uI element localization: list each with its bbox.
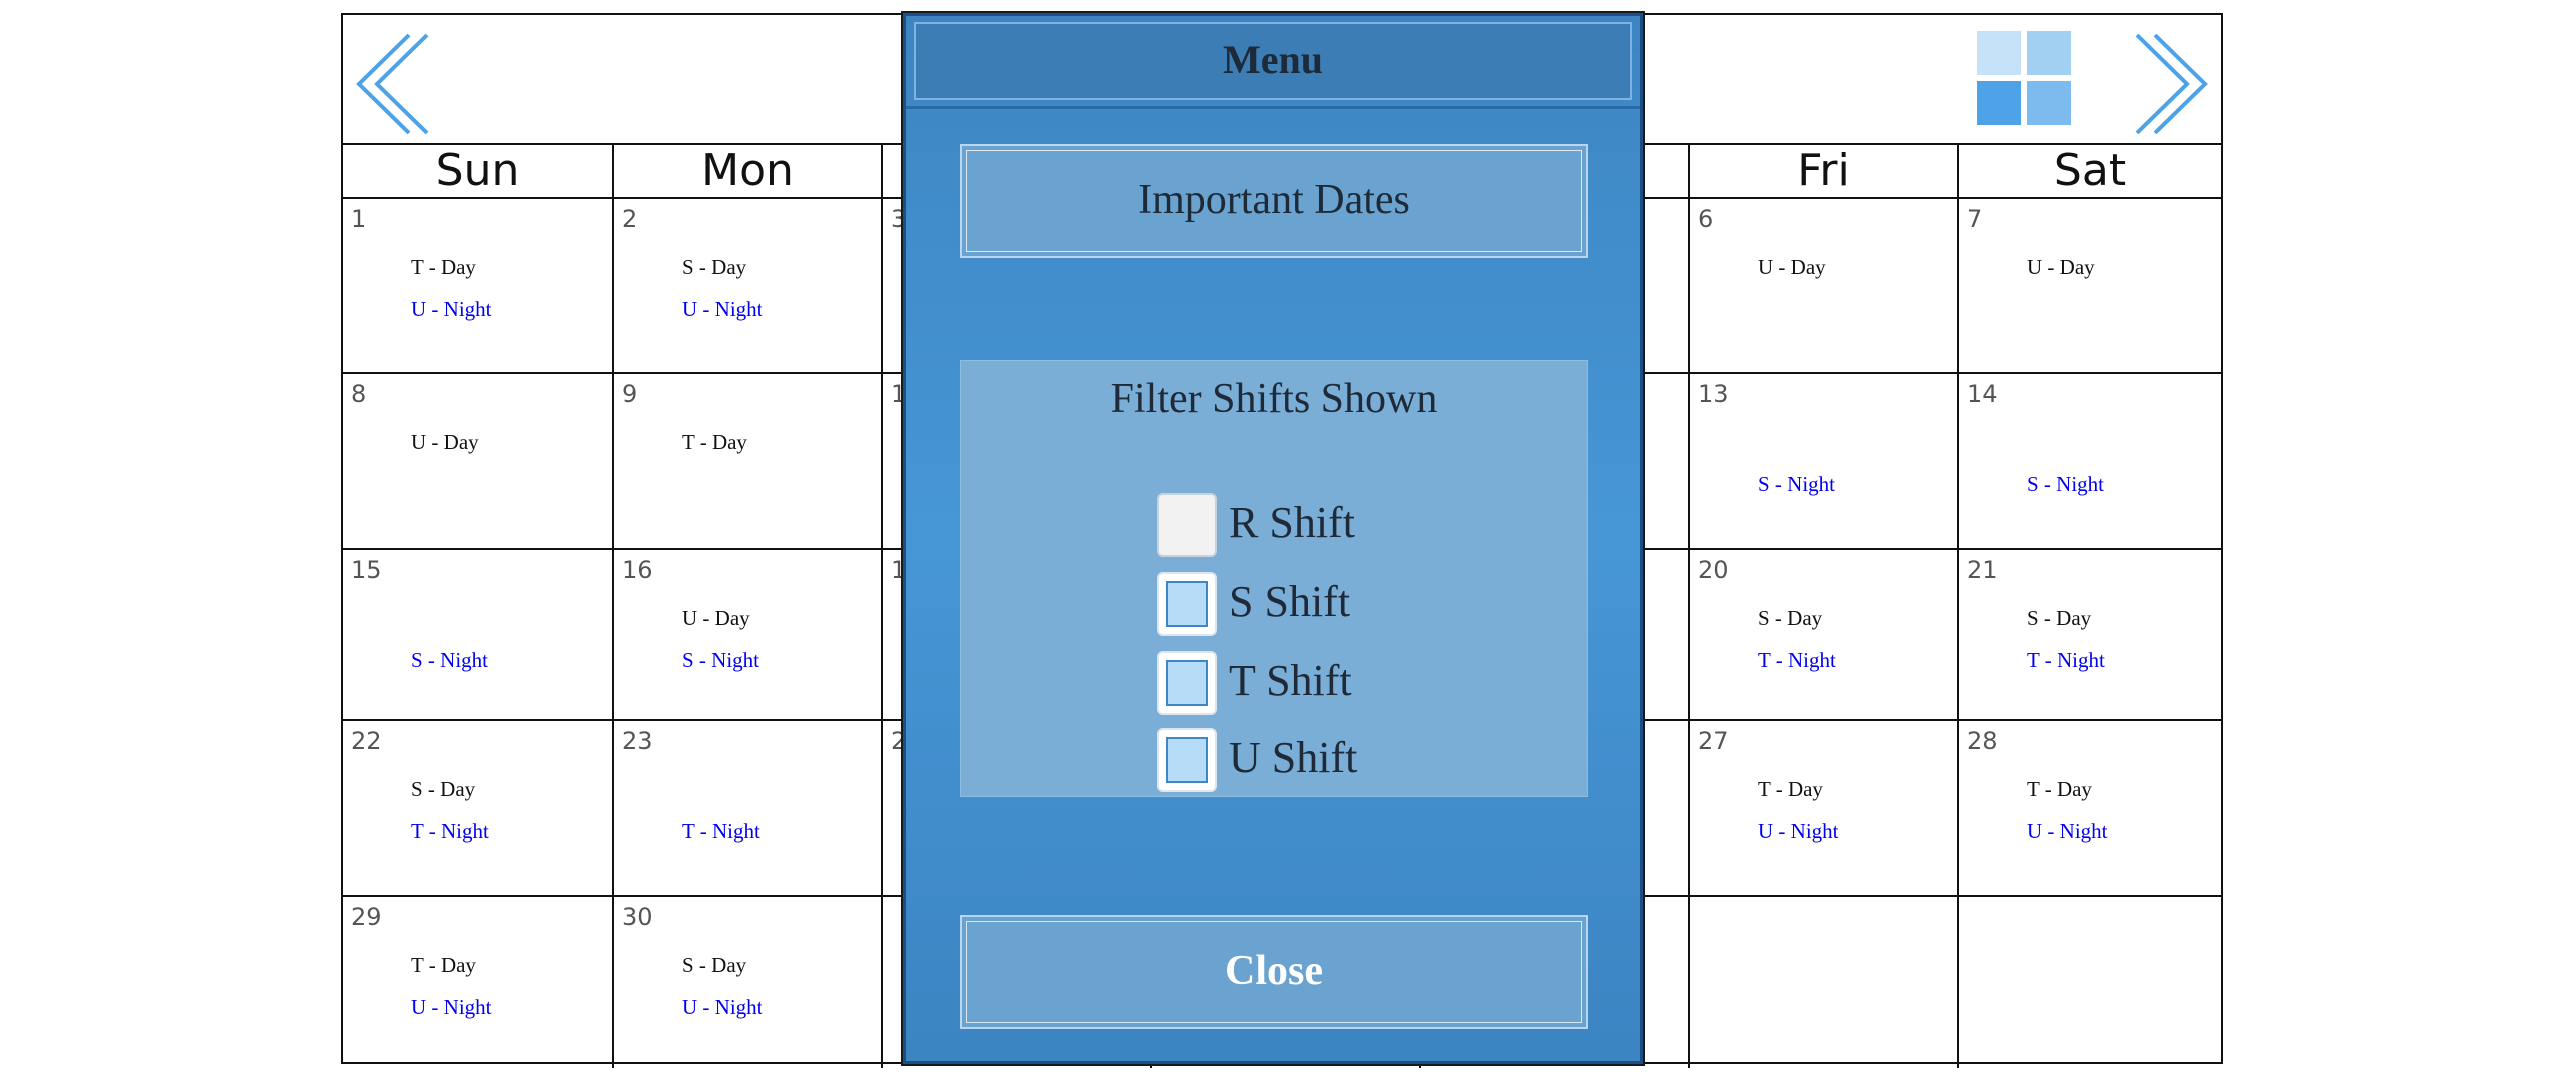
day-shift-entry: U - Day (682, 606, 750, 630)
day-number: 2 (891, 727, 907, 755)
day-shift-entry: S - Day (2027, 606, 2092, 630)
close-label: Close (1225, 948, 1323, 994)
menu-panel: Menu Important Dates Filter Shifts Shown… (903, 13, 1643, 1064)
day-shift-entry: T - Day (411, 953, 476, 977)
day-number: 30 (622, 903, 653, 931)
day-number: 13 (1698, 380, 1729, 408)
day-number: 21 (1967, 556, 1998, 584)
day-number: 1 (891, 380, 907, 408)
day-number: 22 (351, 727, 382, 755)
night-shift-entry: S - Night (682, 648, 760, 672)
day-number: 1 (891, 556, 907, 584)
day-cell[interactable]: 1 T - Day U - Night (343, 199, 612, 374)
day-cell[interactable]: 8 U - Day (343, 374, 612, 550)
day-number: 7 (1967, 205, 1983, 233)
grid-view-icon[interactable] (1977, 31, 2073, 127)
night-shift-entry: T - Night (1758, 648, 1836, 672)
night-shift-entry: U - Night (682, 297, 763, 321)
day-cell[interactable]: 13 S - Night (1688, 374, 1957, 550)
night-shift-entry: T - Night (411, 819, 489, 843)
day-cell[interactable]: 23 T - Night (612, 721, 881, 897)
day-number: 27 (1698, 727, 1729, 755)
night-shift-entry: S - Night (411, 648, 489, 672)
day-cell[interactable]: 30 S - Day U - Night (612, 897, 881, 1068)
day-shift-entry: U - Day (411, 430, 479, 454)
day-cell[interactable]: 28 T - Day U - Night (1957, 721, 2221, 897)
weekday-sun: Sun (435, 145, 520, 196)
t-shift-label: T Shift (1229, 656, 1352, 705)
button-inner-border (966, 150, 1582, 252)
night-shift-entry: T - Night (2027, 648, 2105, 672)
night-shift-entry: S - Night (1758, 472, 1836, 496)
s-shift-label: S Shift (1229, 577, 1351, 626)
weekday-fri: Fri (1688, 145, 1957, 197)
weekday-sat: Sat (1957, 145, 2221, 197)
day-cell[interactable]: 16 U - Day S - Night (612, 550, 881, 721)
r-shift-checkbox[interactable] (1157, 493, 1217, 557)
day-cell[interactable]: 29 T - Day U - Night (343, 897, 612, 1068)
day-number: 14 (1967, 380, 1998, 408)
menu-title: Menu (914, 22, 1632, 100)
day-shift-entry: U - Day (1758, 255, 1826, 279)
day-shift-entry: T - Day (411, 255, 476, 279)
day-cell[interactable]: 21 S - Day T - Night (1957, 550, 2221, 721)
important-dates-button[interactable]: Important Dates (960, 144, 1588, 258)
night-shift-entry: U - Night (2027, 819, 2108, 843)
day-number: 9 (622, 380, 638, 408)
day-shift-entry: T - Day (1758, 777, 1823, 801)
day-number: 2 (622, 205, 638, 233)
s-shift-checkbox[interactable] (1157, 572, 1217, 636)
day-number: 15 (351, 556, 382, 584)
day-number: 6 (1698, 205, 1714, 233)
night-shift-entry: S - Night (2027, 472, 2105, 496)
day-shift-entry: U - Day (2027, 255, 2095, 279)
day-shift-entry: S - Day (682, 953, 747, 977)
day-cell[interactable]: 6 U - Day (1688, 199, 1957, 374)
day-shift-entry: S - Day (1758, 606, 1823, 630)
r-shift-label: R Shift (1229, 498, 1355, 547)
important-dates-label: Important Dates (1138, 177, 1410, 223)
close-button[interactable]: Close (960, 915, 1588, 1029)
day-number: 29 (351, 903, 382, 931)
filter-title: Filter Shifts Shown (1110, 376, 1438, 422)
day-number: 20 (1698, 556, 1729, 584)
day-number: 8 (351, 380, 367, 408)
menu-divider (906, 106, 1640, 109)
day-number: 23 (622, 727, 653, 755)
weekday-mon: Mon (612, 145, 881, 197)
filter-shifts-panel: Filter Shifts Shown R Shift S Shift T Sh… (960, 360, 1588, 797)
day-number: 1 (351, 205, 367, 233)
day-cell[interactable]: 2 S - Day U - Night (612, 199, 881, 374)
day-cell[interactable]: 14 S - Night (1957, 374, 2221, 550)
day-cell[interactable]: 20 S - Day T - Night (1688, 550, 1957, 721)
day-cell[interactable]: 15 S - Night (343, 550, 612, 721)
button-inner-border (966, 921, 1582, 1023)
day-shift-entry: S - Day (411, 777, 476, 801)
day-cell[interactable]: 7 U - Day (1957, 199, 2221, 374)
double-chevron-left-icon[interactable] (351, 31, 433, 137)
night-shift-entry: U - Night (411, 297, 492, 321)
night-shift-entry: U - Night (1758, 819, 1839, 843)
day-cell[interactable]: 27 T - Day U - Night (1688, 721, 1957, 897)
day-shift-entry: T - Day (2027, 777, 2092, 801)
day-number: 16 (622, 556, 653, 584)
day-cell[interactable] (1957, 897, 2221, 1068)
u-shift-label: U Shift (1229, 733, 1358, 782)
t-shift-checkbox[interactable] (1157, 651, 1217, 715)
day-cell[interactable] (881, 897, 1150, 1068)
night-shift-entry: U - Night (411, 995, 492, 1019)
day-shift-entry: S - Day (682, 255, 747, 279)
day-shift-entry: T - Day (682, 430, 747, 454)
u-shift-checkbox[interactable] (1157, 728, 1217, 792)
day-number: 28 (1967, 727, 1998, 755)
day-cell[interactable] (1688, 897, 1957, 1068)
double-chevron-right-icon[interactable] (2131, 31, 2213, 137)
night-shift-entry: T - Night (682, 819, 760, 843)
day-number: 3 (891, 205, 907, 233)
night-shift-entry: U - Night (682, 995, 763, 1019)
day-cell[interactable]: 22 S - Day T - Night (343, 721, 612, 897)
day-cell[interactable]: 9 T - Day (612, 374, 881, 550)
